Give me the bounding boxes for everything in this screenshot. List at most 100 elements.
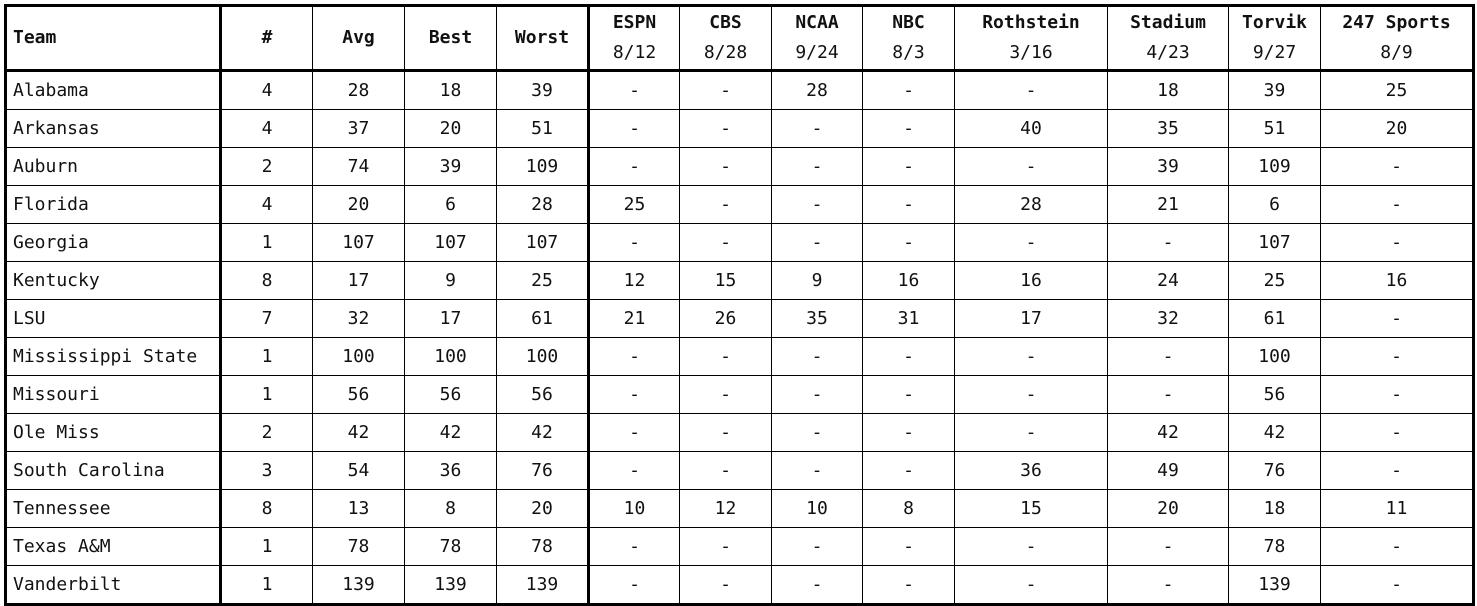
table-row: Ole Miss 2 42 42 42- - - - -42 42- xyxy=(5,413,1474,452)
table-cell: 42 xyxy=(404,413,497,452)
table-cell: 56 xyxy=(1228,375,1321,414)
table-cell: 109 xyxy=(1228,147,1321,186)
table-row: Arkansas 4 37 20 51- - - -40 35 51 20 xyxy=(5,109,1474,148)
table-cell: 10 xyxy=(588,489,680,528)
table-cell: 36 xyxy=(404,451,497,490)
rankings-table-container: Team # Avg Best Worst ESPN 8/12 CBS 8/28 N… xyxy=(4,4,1475,606)
table-cell: - xyxy=(862,185,955,224)
table-cell: 39 xyxy=(1107,147,1229,186)
source-name: NBC xyxy=(892,12,925,33)
table-cell: - xyxy=(588,223,680,262)
source-date: 4/23 xyxy=(1146,42,1190,63)
header-source-stadium: Stadium 4/23 xyxy=(1107,5,1229,72)
table-cell: 107 xyxy=(312,223,405,262)
header-count: # xyxy=(220,5,313,72)
table-cell: - xyxy=(954,70,1108,110)
table-cell: 42 xyxy=(496,413,590,452)
table-cell: 31 xyxy=(862,299,955,338)
table-cell: 8 xyxy=(862,489,955,528)
team-name-cell: Ole Miss xyxy=(5,413,222,452)
table-cell: 3 xyxy=(220,451,313,490)
table-row: Texas A&M 1 78 78 78- - - - - -78- xyxy=(5,527,1474,566)
table-cell: 78 xyxy=(1228,527,1321,566)
team-name-cell: South Carolina xyxy=(5,451,222,490)
table-cell: 39 xyxy=(1228,70,1321,110)
table-header: Team # Avg Best Worst ESPN 8/12 CBS 8/28 N… xyxy=(5,5,1474,72)
table-cell: 8 xyxy=(220,261,313,300)
table-cell: - xyxy=(862,147,955,186)
table-row: Kentucky 8 17 9 25 12 15 9 16 16 24 25 16 xyxy=(5,261,1474,300)
table-cell: 28 xyxy=(312,70,405,110)
table-cell: 16 xyxy=(862,261,955,300)
table-cell: - xyxy=(1107,375,1229,414)
team-name-cell: LSU xyxy=(5,299,222,338)
table-cell: 54 xyxy=(312,451,405,490)
team-name-cell: Auburn xyxy=(5,147,222,186)
table-cell: - xyxy=(1320,147,1474,186)
table-cell: 51 xyxy=(496,109,590,148)
table-cell: 39 xyxy=(404,147,497,186)
table-cell: 28 xyxy=(771,70,863,110)
table-cell: 107 xyxy=(496,223,590,262)
team-name-cell: Georgia xyxy=(5,223,222,262)
table-cell: 61 xyxy=(1228,299,1321,338)
table-row: Tennessee 8 13 8 20 10 12 10 8 15 20 18 11 xyxy=(5,489,1474,528)
table-cell: 35 xyxy=(1107,109,1229,148)
table-row: Auburn 2 74 39 109- - - - -39 109- xyxy=(5,147,1474,186)
table-cell: 4 xyxy=(220,109,313,148)
table-cell: - xyxy=(588,451,680,490)
table-cell: 18 xyxy=(1107,70,1229,110)
table-cell: - xyxy=(862,70,955,110)
table-cell: - xyxy=(771,451,863,490)
header-source-ncaa: NCAA 9/24 xyxy=(771,5,863,72)
table-cell: - xyxy=(1320,185,1474,224)
table-cell: - xyxy=(771,527,863,566)
table-cell: - xyxy=(588,70,680,110)
table-cell: - xyxy=(862,413,955,452)
table-cell: - xyxy=(679,223,772,262)
table-cell: 21 xyxy=(1107,185,1229,224)
table-cell: - xyxy=(954,337,1108,376)
table-cell: - xyxy=(1320,451,1474,490)
table-cell: 7 xyxy=(220,299,313,338)
table-cell: 61 xyxy=(496,299,590,338)
source-date: 3/16 xyxy=(1009,42,1053,63)
table-cell: 139 xyxy=(404,565,497,605)
table-cell: - xyxy=(862,337,955,376)
source-date: 8/9 xyxy=(1380,42,1413,63)
table-cell: - xyxy=(679,70,772,110)
source-name: NCAA xyxy=(795,12,839,33)
table-cell: - xyxy=(679,109,772,148)
table-cell: - xyxy=(588,527,680,566)
table-cell: 42 xyxy=(1228,413,1321,452)
table-cell: 78 xyxy=(312,527,405,566)
team-name-cell: Vanderbilt xyxy=(5,565,222,605)
table-cell: 100 xyxy=(404,337,497,376)
table-cell: - xyxy=(862,451,955,490)
table-cell: 42 xyxy=(1107,413,1229,452)
table-cell: 9 xyxy=(404,261,497,300)
table-cell: 39 xyxy=(496,70,590,110)
team-name-cell: Texas A&M xyxy=(5,527,222,566)
table-cell: 1 xyxy=(220,337,313,376)
table-cell: 9 xyxy=(771,261,863,300)
table-cell: - xyxy=(862,109,955,148)
table-cell: 32 xyxy=(1107,299,1229,338)
table-cell: 56 xyxy=(404,375,497,414)
source-name: Stadium xyxy=(1130,12,1206,33)
table-cell: 12 xyxy=(588,261,680,300)
table-row: Georgia 1 107 107 107- - - - - -107- xyxy=(5,223,1474,262)
table-cell: - xyxy=(1320,223,1474,262)
table-cell: - xyxy=(954,375,1108,414)
source-name: ESPN xyxy=(612,12,657,33)
table-cell: 1 xyxy=(220,375,313,414)
table-cell: - xyxy=(679,413,772,452)
table-cell: 1 xyxy=(220,527,313,566)
table-cell: 1 xyxy=(220,565,313,605)
table-cell: 18 xyxy=(404,70,497,110)
table-cell: 139 xyxy=(496,565,590,605)
table-cell: - xyxy=(679,451,772,490)
table-cell: - xyxy=(1320,337,1474,376)
table-row: Vanderbilt 1 139 139 139- - - - - -139- xyxy=(5,565,1474,605)
table-cell: 17 xyxy=(312,261,405,300)
